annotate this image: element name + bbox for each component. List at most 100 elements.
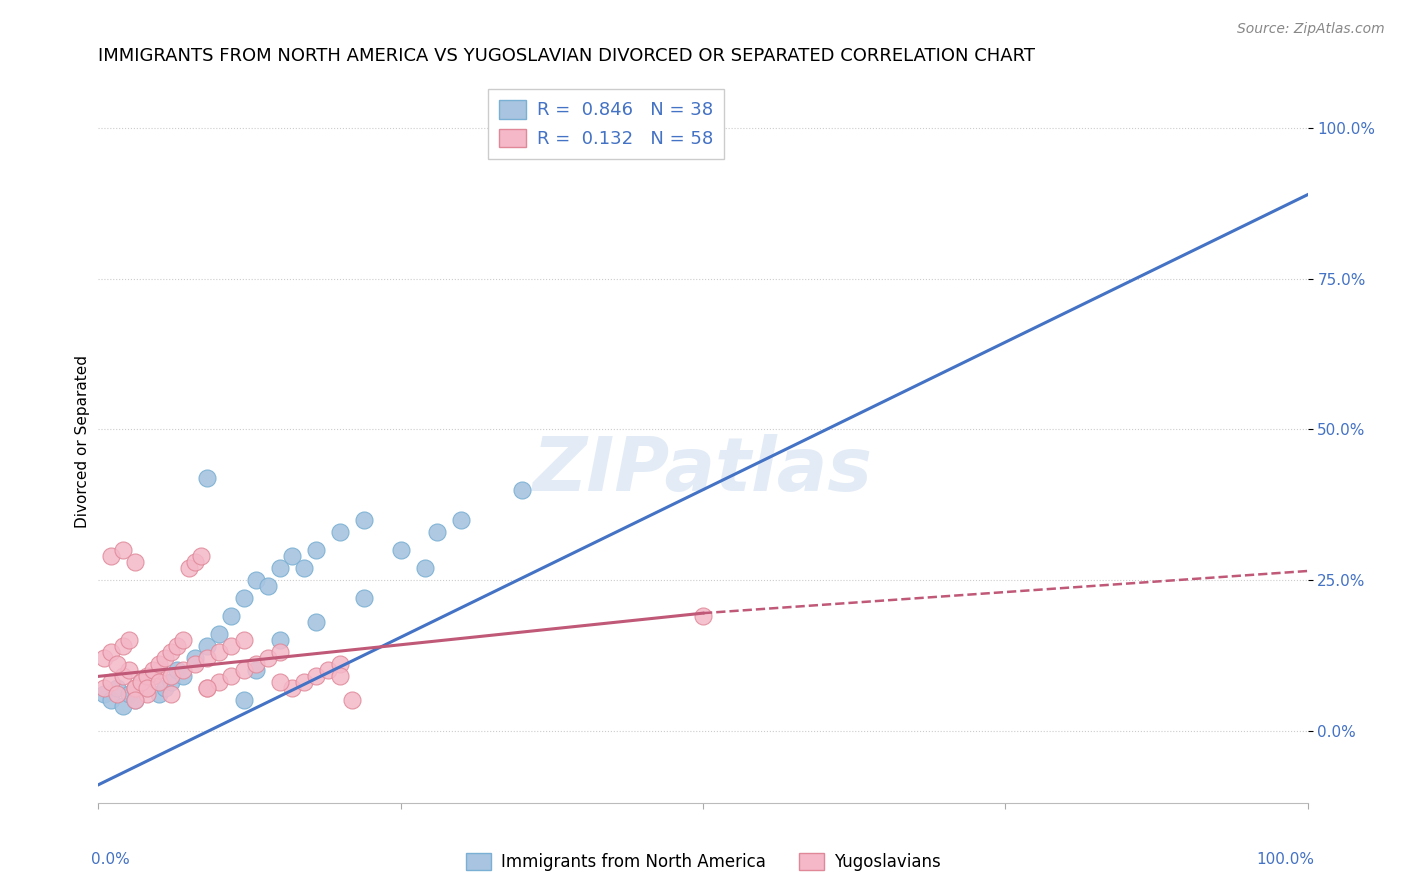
Point xyxy=(450,513,472,527)
Point xyxy=(105,681,128,696)
Point xyxy=(269,561,291,575)
Point xyxy=(245,657,267,672)
Point xyxy=(111,542,134,557)
Point xyxy=(129,675,152,690)
Point xyxy=(100,675,122,690)
Point xyxy=(232,591,254,606)
Text: 100.0%: 100.0% xyxy=(1257,852,1315,867)
Point xyxy=(316,664,339,678)
Point xyxy=(166,664,188,678)
Point xyxy=(195,639,218,653)
Point xyxy=(342,693,364,707)
Point xyxy=(111,669,134,683)
Point xyxy=(118,687,141,701)
Point xyxy=(353,591,375,606)
Point xyxy=(93,651,115,665)
Point xyxy=(124,555,146,569)
Point xyxy=(195,681,218,696)
Point xyxy=(184,555,207,569)
Legend: Immigrants from North America, Yugoslavians: Immigrants from North America, Yugoslavi… xyxy=(456,843,950,881)
Point xyxy=(245,664,267,678)
Y-axis label: Divorced or Separated: Divorced or Separated xyxy=(75,355,90,528)
Text: 0.0%: 0.0% xyxy=(91,852,131,867)
Point xyxy=(232,633,254,648)
Point xyxy=(208,627,231,641)
Point xyxy=(281,681,304,696)
Point xyxy=(100,645,122,659)
Point xyxy=(195,651,218,665)
Point xyxy=(135,681,157,696)
Point xyxy=(105,687,128,701)
Point xyxy=(256,651,278,665)
Point xyxy=(160,687,183,701)
Point xyxy=(232,693,254,707)
Point xyxy=(160,645,183,659)
Point xyxy=(329,669,352,683)
Point xyxy=(221,639,243,653)
Point xyxy=(292,561,315,575)
Point xyxy=(221,669,243,683)
Point xyxy=(129,675,152,690)
Point xyxy=(413,561,436,575)
Point xyxy=(142,664,165,678)
Point xyxy=(329,524,352,539)
Point xyxy=(184,651,207,665)
Point xyxy=(190,549,212,563)
Point xyxy=(124,693,146,707)
Point xyxy=(148,675,170,690)
Point xyxy=(329,657,352,672)
Point xyxy=(195,471,218,485)
Point xyxy=(221,609,243,624)
Point xyxy=(172,664,194,678)
Point xyxy=(269,645,291,659)
Point xyxy=(135,681,157,696)
Point xyxy=(135,669,157,683)
Point xyxy=(305,615,328,630)
Point xyxy=(148,657,170,672)
Text: IMMIGRANTS FROM NORTH AMERICA VS YUGOSLAVIAN DIVORCED OR SEPARATED CORRELATION C: IMMIGRANTS FROM NORTH AMERICA VS YUGOSLA… xyxy=(98,47,1035,65)
Point xyxy=(93,681,115,696)
Point xyxy=(124,681,146,696)
Point xyxy=(172,633,194,648)
Point xyxy=(245,573,267,587)
Point xyxy=(166,639,188,653)
Point xyxy=(426,524,449,539)
Point xyxy=(100,693,122,707)
Point xyxy=(111,639,134,653)
Point xyxy=(692,609,714,624)
Point xyxy=(256,579,278,593)
Text: Source: ZipAtlas.com: Source: ZipAtlas.com xyxy=(1237,22,1385,37)
Point xyxy=(124,681,146,696)
Point xyxy=(160,675,183,690)
Point xyxy=(305,669,328,683)
Point xyxy=(105,657,128,672)
Point xyxy=(292,675,315,690)
Point xyxy=(160,669,183,683)
Point xyxy=(184,657,207,672)
Point xyxy=(148,664,170,678)
Point xyxy=(124,693,146,707)
Point xyxy=(118,633,141,648)
Point xyxy=(510,483,533,497)
Point xyxy=(172,669,194,683)
Point xyxy=(135,687,157,701)
Point xyxy=(118,664,141,678)
Point xyxy=(208,645,231,659)
Point xyxy=(148,687,170,701)
Point xyxy=(153,651,176,665)
Point xyxy=(281,549,304,563)
Point xyxy=(195,681,218,696)
Point xyxy=(100,549,122,563)
Point xyxy=(179,561,201,575)
Point xyxy=(208,675,231,690)
Point xyxy=(269,633,291,648)
Point xyxy=(305,542,328,557)
Point xyxy=(389,542,412,557)
Point xyxy=(232,664,254,678)
Point xyxy=(111,699,134,714)
Point xyxy=(153,681,176,696)
Point xyxy=(129,675,152,690)
Point xyxy=(353,513,375,527)
Point xyxy=(142,669,165,683)
Text: ZIPatlas: ZIPatlas xyxy=(533,434,873,507)
